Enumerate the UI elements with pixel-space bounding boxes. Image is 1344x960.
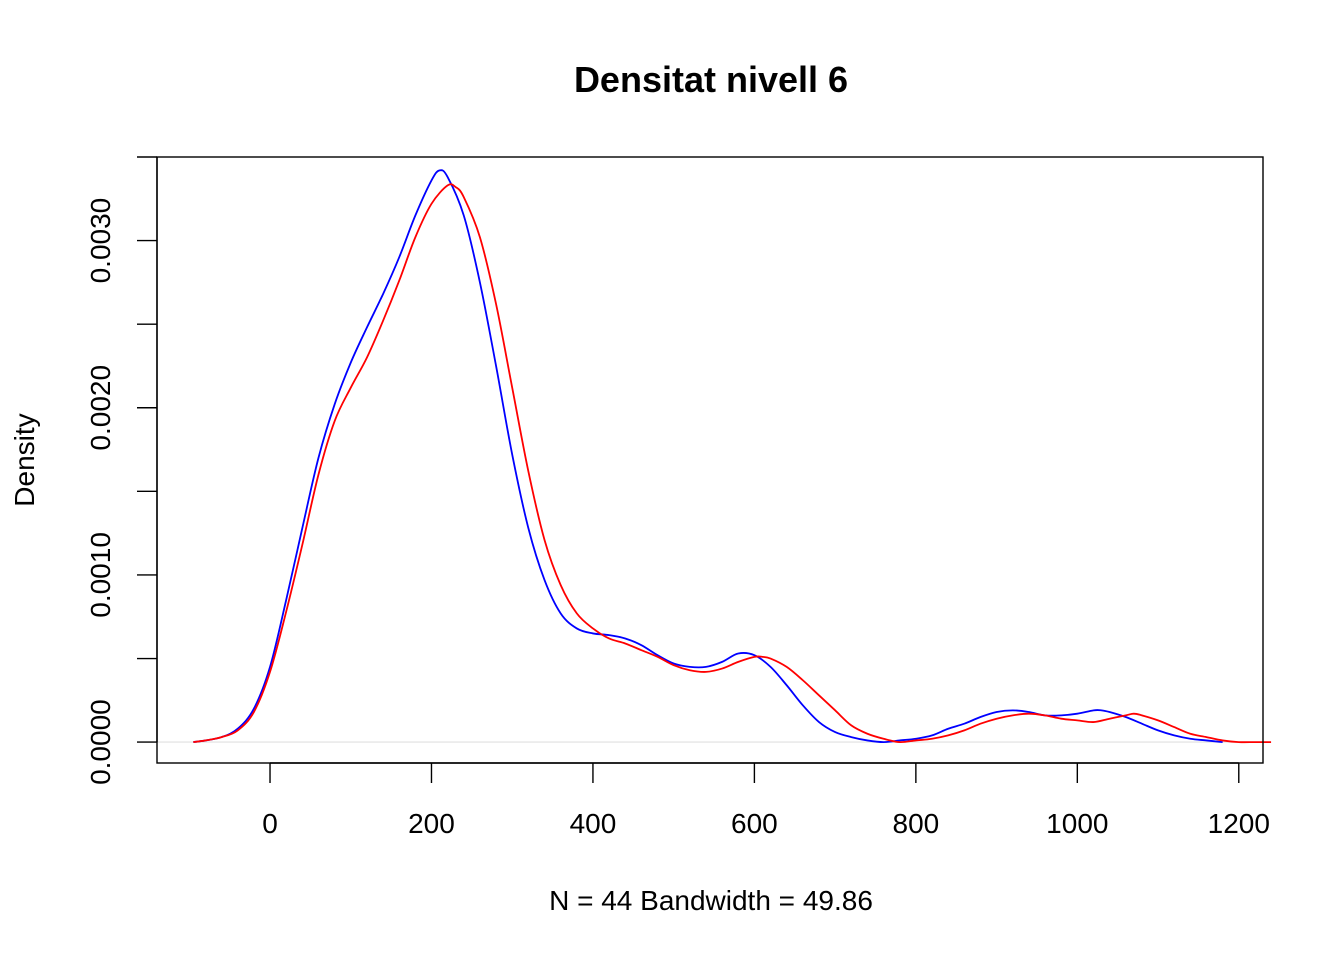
x-axis: 0 200 400 600 800 1000 1200 [262,762,1270,839]
density-line-1 [193,169,1223,744]
y-tick-label: 0.0020 [85,365,116,451]
x-axis-label: N = 44 Bandwidth = 49.86 [549,885,873,916]
x-tick-label: 200 [408,808,455,839]
y-tick-label: 0.0000 [85,699,116,785]
y-tick-label: 0.0030 [85,198,116,284]
series-group [193,169,1272,744]
density-line-2 [193,183,1272,744]
x-tick-label: 600 [731,808,778,839]
y-axis: 0.0000 0.0010 0.0020 0.0030 [85,156,158,785]
y-tick-label: 0.0010 [85,532,116,618]
x-tick-label: 800 [893,808,940,839]
x-tick-label: 400 [570,808,617,839]
chart-title: Densitat nivell 6 [574,59,848,100]
x-tick-label: 0 [262,808,278,839]
x-tick-label: 1200 [1208,808,1270,839]
y-axis-label: Density [9,413,40,506]
x-tick-label: 1000 [1046,808,1108,839]
